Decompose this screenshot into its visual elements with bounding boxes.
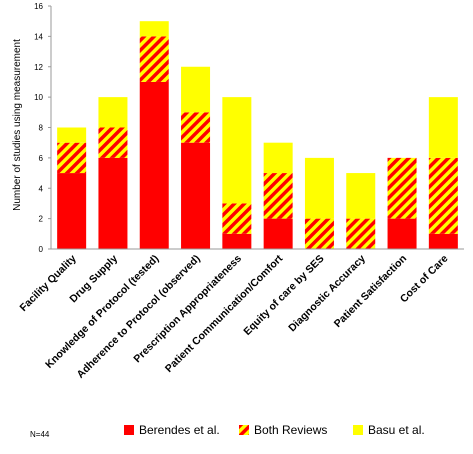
x-category-label: Facility Quality [17,253,78,314]
bar-segment-both-reviews [222,203,252,234]
sample-size-note: N=44 [30,430,50,439]
bar-segment-basu [263,142,293,174]
bar-segment-berendes [139,81,169,249]
bar-segment-berendes [98,157,128,249]
bar-segment-basu [98,97,128,128]
bar-segment-berendes [57,173,87,249]
y-tick-label: 0 [39,245,44,254]
y-axis-title: Number of studies using measurement [12,39,23,211]
bar-segment-berendes [428,233,458,249]
legend-swatch-both-reviews [239,425,249,435]
y-tick-label: 14 [34,32,43,41]
bar-segment-both-reviews [181,112,211,143]
bar-segment-both-reviews [346,218,376,249]
bar-segment-both-reviews [98,127,128,158]
legend-swatch-basu [353,425,363,435]
bar-segment-both-reviews [387,157,417,219]
y-tick-label: 2 [39,215,44,224]
y-axis-ticks: 0 2 4 6 8 10 12 14 16 [34,2,51,254]
x-category-label: Equity of care by SES [241,253,326,338]
bar-segment-both-reviews [263,173,293,219]
bar-segment-berendes [222,233,252,249]
bar-segment-basu [57,127,87,143]
bar-stacks [57,21,458,249]
legend: Berendes et al. Both Reviews Basu et al. [124,423,425,437]
y-tick-label: 6 [39,154,44,163]
legend-label-both-reviews: Both Reviews [254,423,327,437]
bar-segment-basu [346,173,376,219]
y-tick-label: 8 [39,124,44,133]
bar-segment-berendes [263,218,293,249]
bar-segment-basu [428,97,458,158]
legend-label-basu: Basu et al. [368,423,425,437]
bar-segment-both-reviews [57,142,87,174]
bar-segment-both-reviews [304,218,334,249]
legend-swatch-berendes [124,425,134,435]
bar-segment-basu [222,97,252,204]
y-tick-label: 16 [34,2,43,11]
y-tick-label: 10 [34,93,43,102]
bar-segment-both-reviews [428,157,458,234]
bar-segment-basu [304,157,334,219]
x-category-label: Patient Satisfaction [332,253,409,330]
bar-segment-basu [181,66,211,113]
bar-segment-both-reviews [139,36,169,82]
bar-segment-basu [139,21,169,37]
x-category-label: Diagnostic Accuracy [286,253,368,335]
bar-segment-berendes [387,218,417,249]
y-tick-label: 12 [34,63,43,72]
bar-segment-berendes [181,142,211,249]
y-tick-label: 4 [39,184,44,193]
legend-label-berendes: Berendes et al. [139,423,220,437]
